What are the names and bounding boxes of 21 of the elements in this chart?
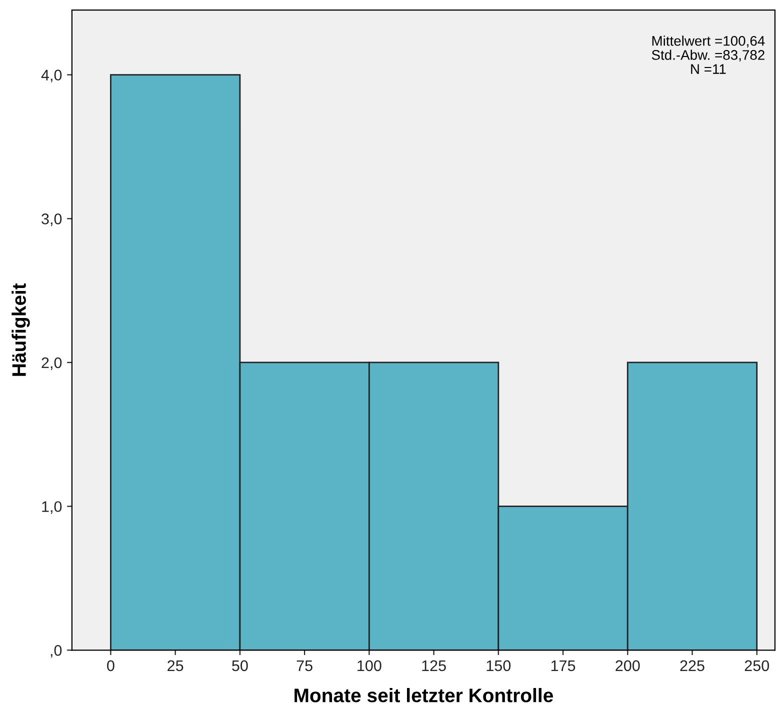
- annotation: N =11: [691, 64, 726, 74]
- x-tick-label: 75: [296, 660, 312, 672]
- y-tick-label: ,0: [50, 645, 62, 658]
- x-tick-label: 25: [168, 660, 184, 672]
- y-tick-label: 1,0: [42, 501, 62, 514]
- y-tick-label: 2,0: [42, 357, 62, 370]
- x-tick-label: 175: [551, 660, 576, 672]
- x-tick-label: 225: [680, 660, 704, 672]
- y-tick-label: 3,0: [42, 214, 62, 226]
- annotation: Std.-Abw. =83,782: [652, 50, 764, 62]
- annotation: Mittelwert =100,64: [652, 36, 765, 48]
- x-tick-label: 0: [107, 660, 114, 672]
- y-tick-label: 4,0: [41, 70, 62, 82]
- x-tick-label: 125: [422, 660, 446, 672]
- x-tick-label: 200: [616, 660, 640, 672]
- x-axis-title: Monate seit letzter Kontrolle: [294, 688, 553, 702]
- y-axis-title: Häufigkeit: [12, 283, 30, 376]
- x-tick-label: 250: [744, 660, 770, 672]
- x-tick-label: 100: [358, 660, 382, 672]
- x-tick-label: 150: [486, 660, 511, 672]
- x-tick-label: 50: [232, 660, 248, 672]
